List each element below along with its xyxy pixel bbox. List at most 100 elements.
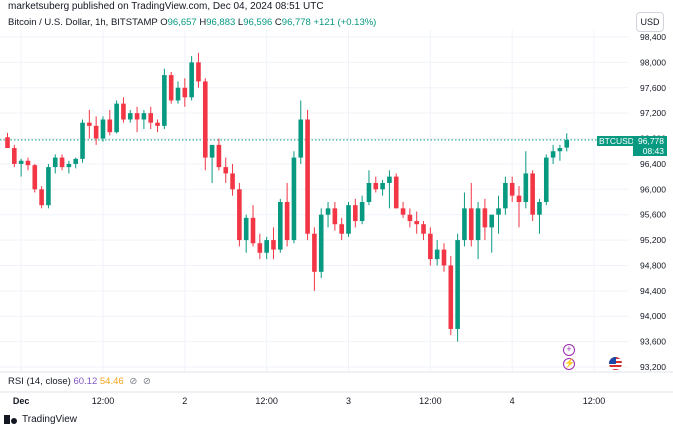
candle-body bbox=[107, 119, 113, 133]
candle-body bbox=[516, 195, 522, 202]
candle-body bbox=[318, 214, 324, 272]
candle-body bbox=[32, 165, 38, 190]
candle-body bbox=[407, 214, 413, 222]
y-tick-label: 94,800 bbox=[640, 260, 666, 270]
symbol-title[interactable]: Bitcoin / U.S. Dollar, 1h, BITSTAMP bbox=[8, 17, 158, 28]
change-value: +121 (+0.13%) bbox=[313, 17, 377, 28]
symbol-legend: Bitcoin / U.S. Dollar, 1h, BITSTAMP O96,… bbox=[8, 17, 376, 28]
rsi-legend: RSI (14, close) 60.12 54.46 ⊘ ⊘ bbox=[8, 376, 151, 387]
settings-icon[interactable]: ⊘ bbox=[142, 376, 151, 387]
candle-body bbox=[291, 157, 297, 241]
candle-body bbox=[482, 208, 488, 228]
candle-body bbox=[475, 208, 481, 241]
candle-body bbox=[393, 176, 399, 209]
high-value: 96,883 bbox=[206, 17, 236, 28]
candle-body bbox=[489, 214, 495, 228]
candle-body bbox=[530, 173, 535, 215]
candle-body bbox=[462, 208, 467, 241]
y-tick-label: 97,600 bbox=[640, 83, 666, 93]
close-value: 96,778 bbox=[281, 17, 311, 28]
candle-body bbox=[557, 148, 563, 152]
candle-body bbox=[503, 182, 508, 209]
symbol-price-tag: BTCUSD bbox=[597, 136, 634, 146]
candle-body bbox=[196, 62, 201, 82]
eye-icon[interactable]: ⊘ bbox=[129, 376, 138, 387]
candle-body bbox=[66, 163, 72, 168]
candle-body bbox=[339, 224, 344, 234]
candle-body bbox=[414, 221, 419, 225]
candle-body bbox=[434, 249, 440, 260]
plus-circle-icon[interactable]: + bbox=[563, 344, 575, 356]
candle-body bbox=[100, 119, 106, 139]
candle-body bbox=[202, 81, 208, 158]
candle-body bbox=[359, 202, 365, 222]
x-tick-label: 2 bbox=[182, 396, 187, 406]
candle-body bbox=[305, 119, 310, 234]
candle-body bbox=[87, 122, 92, 126]
candle-body bbox=[216, 144, 222, 168]
candle-body bbox=[114, 103, 119, 133]
candle-body bbox=[468, 208, 474, 241]
candle-body bbox=[550, 151, 556, 158]
candle-body bbox=[5, 137, 10, 149]
candle-body bbox=[12, 148, 17, 164]
close-label: C bbox=[274, 17, 282, 28]
candle-body bbox=[209, 144, 215, 158]
candle-body bbox=[264, 240, 269, 253]
candle-body bbox=[134, 113, 140, 120]
low-value: 96,596 bbox=[243, 17, 273, 28]
candle-body bbox=[175, 87, 181, 101]
y-tick-label: 97,200 bbox=[640, 108, 666, 118]
candle-body bbox=[366, 182, 372, 202]
y-tick-label: 95,600 bbox=[640, 210, 666, 220]
x-tick-label: 12:00 bbox=[92, 396, 115, 406]
low-label: L bbox=[237, 17, 244, 28]
candle-body bbox=[346, 205, 351, 234]
candle-body bbox=[284, 202, 290, 241]
candle-body bbox=[243, 217, 249, 241]
y-tick-label: 93,200 bbox=[640, 362, 666, 372]
y-tick-label: 98,000 bbox=[640, 57, 666, 67]
candle-body bbox=[332, 208, 338, 225]
footer-brand: TradingView bbox=[4, 414, 77, 425]
high-label: H bbox=[199, 17, 207, 28]
x-tick-label: 12:00 bbox=[583, 396, 606, 406]
brand-name: TradingView bbox=[22, 414, 78, 425]
y-tick-label: 94,400 bbox=[640, 286, 666, 296]
y-tick-label: 95,200 bbox=[640, 235, 666, 245]
candle-body bbox=[189, 62, 194, 98]
candle-body bbox=[257, 243, 263, 253]
us-flag-icon[interactable] bbox=[609, 357, 622, 370]
candle-body bbox=[73, 158, 78, 164]
y-tick-label: 96,400 bbox=[640, 159, 666, 169]
candle-body bbox=[298, 119, 304, 158]
tradingview-logo-icon bbox=[4, 415, 18, 424]
candle-body bbox=[523, 173, 529, 202]
candle-body bbox=[121, 103, 126, 120]
candle-body bbox=[325, 208, 331, 215]
candle-body bbox=[250, 217, 256, 244]
candle-body bbox=[428, 233, 433, 260]
candle-body bbox=[148, 113, 154, 123]
candle-body bbox=[80, 122, 85, 159]
x-tick-label: Dec bbox=[13, 396, 30, 406]
candle-body bbox=[496, 208, 501, 215]
candle-body bbox=[421, 224, 426, 234]
candle-body bbox=[543, 157, 549, 202]
lightning-icon[interactable]: ⚡ bbox=[563, 358, 576, 370]
bar-countdown-tag: 08:43 bbox=[633, 146, 667, 156]
currency-button[interactable]: USD bbox=[636, 12, 664, 32]
candle-body bbox=[448, 265, 454, 329]
candle-body bbox=[537, 202, 542, 215]
candle-body bbox=[25, 160, 31, 166]
candle-body bbox=[387, 176, 392, 183]
candle-body bbox=[441, 249, 447, 266]
rsi-label[interactable]: RSI (14, close) bbox=[8, 376, 71, 387]
candle-body bbox=[400, 208, 406, 215]
candle-body bbox=[39, 189, 44, 206]
rsi-value: 60.12 bbox=[73, 376, 98, 387]
rsi-ma-value: 54.46 bbox=[99, 376, 124, 387]
candle-body bbox=[162, 75, 167, 126]
candle-body bbox=[230, 173, 235, 190]
